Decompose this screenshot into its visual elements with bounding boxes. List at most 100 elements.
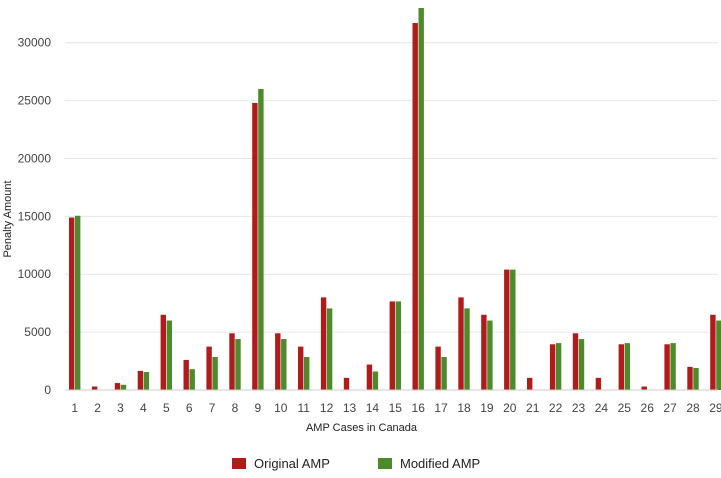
x-tick-label: 9 xyxy=(255,401,262,415)
bar-modified-amp xyxy=(166,320,172,390)
bar-original-amp xyxy=(389,301,395,390)
x-tick-label: 3 xyxy=(117,401,124,415)
x-tick-label: 8 xyxy=(232,401,239,415)
bar-original-amp xyxy=(572,333,579,390)
bar-modified-amp xyxy=(189,369,195,390)
bar-modified-amp xyxy=(212,357,218,390)
bar-original-amp xyxy=(320,297,327,390)
y-tick-label: 15000 xyxy=(18,209,52,223)
bar-original-amp xyxy=(481,314,487,390)
x-tick-label: 15 xyxy=(389,401,403,415)
bar-original-amp xyxy=(458,297,464,390)
y-tick-label: 5000 xyxy=(24,325,51,339)
bar-modified-amp xyxy=(441,357,447,390)
y-tick-label: 25000 xyxy=(18,94,52,108)
bar-original-amp xyxy=(252,102,258,391)
x-axis-title: AMP Cases in Canada xyxy=(306,422,418,434)
x-tick-label: 13 xyxy=(343,401,357,415)
bar-original-amp xyxy=(69,217,75,390)
bar-original-amp xyxy=(114,383,121,390)
x-tick-label: 24 xyxy=(595,401,609,415)
x-tick-label: 14 xyxy=(366,401,380,415)
bar-modified-amp xyxy=(464,308,470,390)
x-tick-label: 23 xyxy=(572,401,586,415)
bar-original-amp xyxy=(664,344,670,390)
bar-modified-amp xyxy=(258,89,264,390)
bar-original-amp xyxy=(137,370,144,390)
bar-modified-amp xyxy=(326,308,333,390)
bar-original-amp xyxy=(206,346,212,390)
bar-original-amp xyxy=(527,377,533,390)
bar-modified-amp xyxy=(235,339,241,390)
x-tick-label: 7 xyxy=(209,401,216,415)
y-axis-ticks: 0 5000 10000 15000 20000 25000 30000 xyxy=(18,36,52,397)
x-tick-label: 27 xyxy=(663,401,677,415)
bar-original-amp xyxy=(710,314,716,390)
bar-modified-amp xyxy=(372,371,379,390)
bar-modified-amp xyxy=(143,372,150,390)
bar-modified-amp xyxy=(281,339,287,390)
bar-modified-amp xyxy=(418,8,424,390)
bar-original-amp xyxy=(160,314,166,390)
x-tick-label: 10 xyxy=(274,401,288,415)
bar-modified-amp xyxy=(578,339,585,390)
bar-original-amp xyxy=(435,346,441,390)
bar-modified-amp xyxy=(120,384,127,390)
bar-original-amp xyxy=(641,386,647,390)
x-tick-label: 26 xyxy=(641,401,655,415)
y-tick-label: 10000 xyxy=(18,267,52,281)
bar-modified-amp xyxy=(395,301,401,390)
bar-original-amp xyxy=(412,23,418,390)
bar-original-amp xyxy=(91,386,98,390)
bar-original-amp xyxy=(595,377,602,390)
x-tick-label: 25 xyxy=(618,401,632,415)
bar-modified-amp xyxy=(487,320,493,390)
x-tick-label: 2 xyxy=(94,401,101,415)
bar-modified-amp xyxy=(555,343,562,390)
legend-label-modified-amp: Modified AMP xyxy=(400,456,480,471)
bar-original-amp xyxy=(229,333,235,390)
x-tick-label: 28 xyxy=(686,401,700,415)
bar-original-amp xyxy=(687,366,693,390)
bar-original-amp xyxy=(298,346,304,390)
x-tick-label: 16 xyxy=(412,401,426,415)
x-tick-label: 18 xyxy=(457,401,471,415)
bars xyxy=(69,8,721,391)
legend-swatch-original-amp xyxy=(232,458,246,469)
bar-modified-amp xyxy=(304,357,310,390)
y-tick-label: 30000 xyxy=(18,36,52,50)
bar-original-amp xyxy=(549,344,556,390)
x-tick-label: 21 xyxy=(526,401,540,415)
x-tick-label: 20 xyxy=(503,401,517,415)
y-tick-label: 20000 xyxy=(18,151,52,165)
bar-original-amp xyxy=(183,359,189,390)
x-tick-label: 12 xyxy=(320,401,334,415)
bar-original-amp xyxy=(275,333,281,390)
x-tick-label: 29 xyxy=(709,401,721,415)
bar-original-amp xyxy=(618,344,624,390)
bar-original-amp xyxy=(343,377,350,390)
x-tick-label: 1 xyxy=(71,401,78,415)
bar-modified-amp xyxy=(716,320,721,390)
bar-modified-amp xyxy=(670,343,676,390)
x-tick-label: 19 xyxy=(480,401,494,415)
bar-original-amp xyxy=(366,364,373,390)
x-axis-ticks: 1 2 3 4 5 6 7 8 9 10 11 12 13 14 15 16 17 18 19 20 21 22 23 24 2… xyxy=(71,401,721,415)
bar-original-amp xyxy=(504,269,510,390)
legend-swatch-modified-amp xyxy=(378,458,392,469)
y-tick-label: 0 xyxy=(44,383,51,397)
bar-modified-amp xyxy=(624,343,630,390)
bar-modified-amp xyxy=(510,269,516,390)
x-tick-label: 11 xyxy=(297,401,310,415)
x-tick-label: 22 xyxy=(549,401,563,415)
bar-modified-amp xyxy=(693,368,699,390)
x-tick-label: 6 xyxy=(186,401,193,415)
x-tick-label: 17 xyxy=(434,401,448,415)
x-tick-label: 4 xyxy=(140,401,147,415)
gridlines xyxy=(65,42,718,333)
y-axis-title: Penalty Amount xyxy=(2,180,14,257)
bar-modified-amp xyxy=(75,215,81,390)
legend-label-original-amp: Original AMP xyxy=(254,456,330,471)
